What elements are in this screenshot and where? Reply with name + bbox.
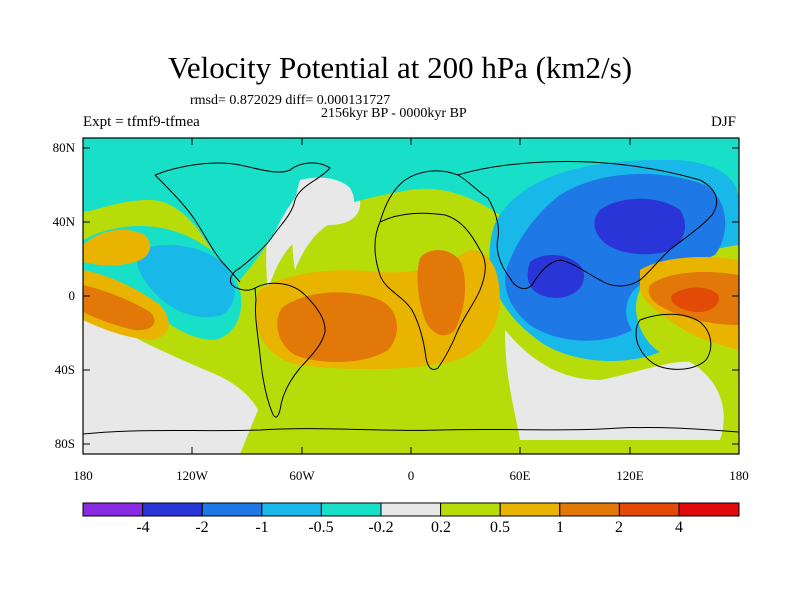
positive-region-south-america-core	[277, 292, 398, 362]
colorbar-box	[440, 502, 501, 517]
statistics-line: rmsd= 0.872029 diff= 0.000131727	[190, 93, 391, 108]
lat-label: 80N	[52, 140, 75, 155]
minimum-east-asia	[594, 198, 685, 255]
colorbar-box	[499, 502, 561, 517]
colorbar-label: 1	[556, 519, 564, 536]
neutral-band-indian-ocean	[505, 330, 724, 440]
lon-label: 180	[729, 468, 749, 483]
colorbar-box	[201, 502, 263, 517]
lat-label: 40S	[54, 362, 75, 377]
colorbar-box	[678, 502, 740, 517]
contour-field	[83, 138, 739, 454]
coast-south-america	[254, 282, 326, 418]
colorbar	[82, 502, 740, 517]
coast-asia	[457, 161, 718, 289]
coast-australia	[635, 313, 712, 370]
neutral-band-west	[83, 300, 258, 454]
lon-label: 60E	[509, 468, 531, 483]
season-label: DJF	[711, 114, 737, 130]
lon-label: 120W	[176, 468, 208, 483]
positive-region-pacific-south-core	[83, 285, 155, 331]
lon-label: 60W	[289, 468, 315, 483]
coast-antarctica	[83, 426, 739, 435]
coast-north-america-west	[154, 174, 241, 283]
experiment-label: Expt = tfmf9-tfmea	[83, 114, 200, 130]
lon-label: 180	[73, 468, 93, 483]
lat-label: 80S	[54, 436, 75, 451]
colorbar-box	[82, 502, 144, 517]
colorbar-box	[320, 502, 382, 517]
figure-title: Velocity Potential at 200 hPa (km2/s)	[167, 50, 633, 85]
colorbar-label: 0.2	[431, 519, 451, 536]
lat-label: 0	[68, 288, 76, 303]
colorbar-label: -4	[136, 519, 150, 536]
coast-north-america	[154, 162, 331, 291]
colorbar-box	[142, 502, 203, 517]
colorbar-box	[618, 502, 680, 517]
lon-label: 120E	[616, 468, 644, 483]
colorbar-label: 0.5	[490, 519, 510, 536]
lat-label: 40N	[52, 214, 75, 229]
neutral-strip-north	[292, 177, 355, 270]
colorbar-label: -1	[255, 519, 269, 536]
maximum-west-pacific	[671, 287, 719, 313]
colorbar-box	[380, 502, 442, 517]
positive-region-africa-core	[417, 249, 466, 336]
colorbar-label: 2	[615, 519, 623, 536]
period-line: 2156kyr BP - 0000kyr BP	[321, 106, 467, 121]
lon-label: 0	[407, 468, 415, 483]
positive-region-pacific-west	[83, 229, 151, 266]
coastlines	[83, 161, 739, 435]
colorbar-label: -0.2	[368, 519, 394, 536]
colorbar-label: -2	[195, 519, 209, 536]
colorbar-box	[559, 502, 620, 517]
colorbar-box	[261, 502, 322, 517]
colorbar-label: 4	[675, 519, 683, 536]
minimum-india	[527, 255, 585, 298]
axis-ticks	[83, 138, 739, 454]
colorbar-label: -0.5	[308, 519, 334, 536]
coast-europe	[379, 170, 489, 223]
negative-region-pacific-core	[136, 244, 235, 318]
coast-africa	[374, 212, 486, 371]
